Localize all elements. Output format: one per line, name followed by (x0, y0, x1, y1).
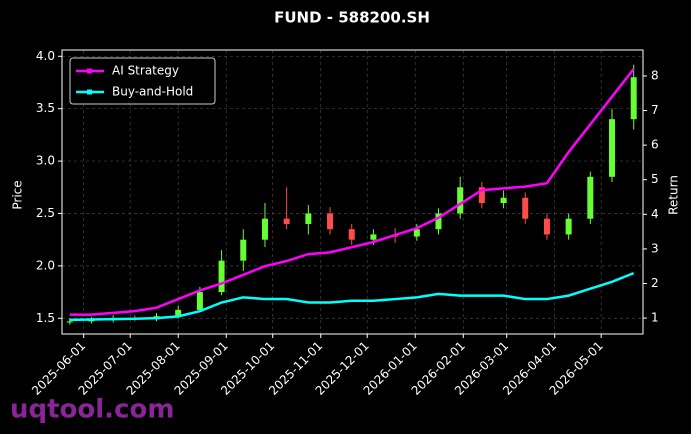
y2-tick-label: 6 (651, 138, 659, 152)
line-series (69, 68, 635, 316)
y-tick-label: 3.0 (36, 154, 55, 168)
y2-tick-label: 2 (651, 276, 659, 290)
plot-frame (61, 49, 644, 335)
chart-title: FUND - 588200.SH (274, 9, 430, 27)
candle-body (305, 213, 312, 224)
candle-body (478, 187, 485, 204)
y2-tick-label: 5 (651, 172, 659, 186)
legend-label: AI Strategy (112, 64, 179, 78)
candle-body (630, 77, 637, 120)
candle-body (565, 218, 572, 235)
y-tick-label: 2.0 (36, 258, 55, 272)
candle-body (88, 320, 95, 322)
candle-body (261, 218, 268, 240)
legend-label: Buy-and-Hold (112, 85, 193, 99)
y-tick-label: 1.5 (36, 311, 55, 325)
candle-body (175, 309, 182, 317)
y2-tick-label: 8 (651, 68, 659, 82)
y-axis-label: Price (11, 180, 25, 209)
candle-body (348, 229, 355, 240)
candle-body (283, 218, 290, 224)
candle-body (500, 197, 507, 204)
y2-tick-label: 4 (651, 207, 659, 221)
candle-body (457, 187, 464, 214)
watermark: uqtool.com (10, 395, 174, 425)
candle-body (218, 260, 225, 293)
candle-body (196, 292, 203, 310)
y2-tick-label: 1 (651, 311, 659, 325)
y-tick-label: 2.5 (36, 206, 55, 220)
y2-axis-label: Return (667, 175, 681, 215)
y-tick-label: 4.0 (36, 49, 55, 63)
legend-marker (87, 89, 92, 95)
legend: AI Strategy Buy-and-Hold (69, 57, 216, 105)
candle-body (609, 119, 616, 177)
legend-marker (87, 68, 92, 74)
candle-body (66, 321, 73, 323)
legend-box (69, 57, 216, 105)
candle-body (522, 197, 529, 219)
y-tick-label: 3.5 (36, 101, 55, 115)
candle-body (413, 229, 420, 237)
candle-body (370, 234, 377, 240)
candle-body (435, 213, 442, 230)
y2-tick-label: 7 (651, 103, 659, 117)
candle-body (240, 239, 247, 261)
line-series (69, 271, 635, 322)
candle-body (587, 176, 594, 219)
y2-tick-label: 3 (651, 241, 659, 255)
candle-body (543, 218, 550, 235)
candle-body (327, 213, 334, 230)
